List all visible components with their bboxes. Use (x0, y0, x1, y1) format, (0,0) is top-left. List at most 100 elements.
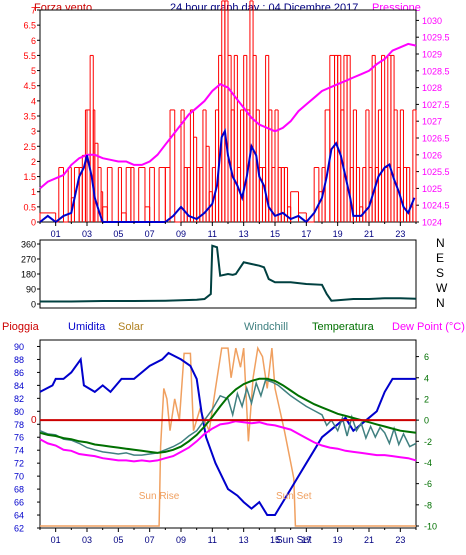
wind-tick-label: 1 (31, 187, 36, 197)
wind-avg-series (39, 127, 416, 224)
pressure-tick-label: 1024 (422, 218, 442, 228)
wind-hour-tick-label: 17 (301, 229, 311, 239)
humidity-tick-label: 70 (14, 472, 24, 482)
weather-plot-frame (39, 339, 417, 529)
wind-hour-tick-label: 03 (82, 229, 92, 239)
compass-label: S (436, 266, 444, 280)
legend-rain: Pioggia (2, 321, 40, 333)
humidity-tick-label: 84 (14, 381, 24, 391)
temperature-axis: -10 -8 -6 -4 -2 0 2 4 6 (416, 352, 437, 532)
temperature-series (39, 377, 417, 454)
wind-tick-label: 6.5 (23, 21, 36, 31)
humidity-tick-label: 90 (14, 342, 24, 352)
wind-tick-label: 0.5 (23, 202, 36, 212)
wind-hour-axis: 01 03 05 07 09 11 13 15 17 19 21 23 (39, 222, 417, 239)
wind-hour-tick-label: 09 (176, 229, 186, 239)
temperature-tick-label: 4 (424, 373, 429, 383)
humidity-tick-label: 66 (14, 498, 24, 508)
wind-tick-label: 4.5 (23, 81, 36, 91)
legend-humidity: Umidita (68, 321, 106, 333)
temperature-tick-label: -6 (424, 479, 432, 489)
wind-tick-label: 7 (31, 6, 36, 16)
temperature-tick-label: -8 (424, 500, 432, 510)
weather-hour-tick-label: 23 (395, 535, 405, 545)
windchill-series (39, 378, 417, 456)
direction-tick-label: 90 (26, 285, 36, 295)
humidity-tick-label: 82 (14, 394, 24, 404)
wind-hour-tick-label: 11 (208, 229, 217, 239)
humidity-series (39, 351, 416, 516)
pressure-tick-label: 1029 (422, 50, 442, 60)
compass-label: E (436, 251, 444, 265)
wind-hour-tick-label: 07 (145, 229, 155, 239)
wind-tick-label: 1.5 (23, 172, 36, 182)
weather-hour-tick-label: 09 (176, 535, 186, 545)
humidity-tick-label: 76 (14, 433, 24, 443)
pressure-tick-label: 1030 (422, 16, 442, 26)
humidity-tick-label: 78 (14, 420, 24, 430)
wind-tick-label: 5.5 (23, 51, 36, 61)
wind-tick-label: 4 (31, 96, 36, 106)
temperature-tick-label: -2 (424, 437, 432, 447)
wind-tick-label: 3.5 (23, 112, 36, 122)
direction-tick-label: 180 (21, 270, 36, 280)
temperature-tick-label: 2 (424, 394, 429, 404)
wind-tick-label: 2.5 (23, 142, 36, 152)
wind-hour-tick-label: 15 (270, 229, 280, 239)
wind-tick-label: 3 (31, 127, 36, 137)
temperature-tick-label: -10 (424, 522, 437, 532)
wind-axis: 0 0.5 1 1.5 2 2.5 3 3.5 4 4.5 5 5.5 6 6.5 7 (23, 6, 40, 228)
weather-hour-tick-label: 01 (51, 535, 61, 545)
weather-hour-tick-label: 21 (364, 535, 374, 545)
weather-hour-tick-label: 13 (239, 535, 249, 545)
temperature-tick-label: 6 (424, 352, 429, 362)
humidity-tick-label: 80 (14, 407, 24, 417)
direction-tick-label: 270 (21, 255, 36, 265)
weather-hour-tick-label: 07 (145, 535, 155, 545)
sun-set-label: Sun Set (276, 491, 312, 502)
pressure-tick-label: 1029.5 (422, 33, 450, 43)
weather-hour-tick-label: 15 (270, 535, 280, 545)
temperature-tick-label: 0 (424, 416, 429, 426)
wind-hour-tick-label: 19 (333, 229, 343, 239)
pressure-tick-label: 1028.5 (422, 66, 450, 76)
pressure-tick-label: 1027.5 (422, 100, 450, 110)
humidity-tick-label: 62 (14, 524, 24, 534)
pressure-tick-label: 1026.5 (422, 134, 450, 144)
compass-label: W (436, 281, 448, 295)
direction-degree-axis: 0 90 180 270 360 (21, 240, 40, 310)
wind-hour-tick-label: 23 (395, 229, 405, 239)
weather-hour-tick-label: 19 (333, 535, 343, 545)
wind-tick-label: 2 (31, 157, 36, 167)
wind-hour-tick-label: 13 (239, 229, 249, 239)
temperature-tick-label: -4 (424, 458, 432, 468)
wind-tick-label: 0 (31, 218, 36, 228)
pressure-axis: 1024 1024.5 1025 1025.5 1026 1026.5 1027 1027.5… (416, 16, 450, 228)
wind-hour-tick-label: 05 (113, 229, 123, 239)
wind-tick-label: 5 (31, 66, 36, 76)
wind-hour-tick-label: 21 (364, 229, 374, 239)
pressure-tick-label: 1028 (422, 83, 442, 93)
humidity-tick-label: 72 (14, 459, 24, 469)
direction-tick-label: 0 (31, 300, 36, 310)
pressure-tick-label: 1026 (422, 150, 442, 160)
humidity-axis: 62 64 66 68 70 72 74 76 78 80 82 84 86 88 90 (14, 342, 40, 534)
weather-hour-tick-label: 03 (82, 535, 92, 545)
direction-tick-label: 360 (21, 240, 36, 250)
wind-direction-series (40, 244, 417, 303)
humidity-tick-label: 64 (14, 511, 24, 521)
legend-windchill: Windchill (244, 321, 288, 333)
compass-label: N (436, 296, 445, 310)
sun-set-hour-label: Sun Set (276, 535, 312, 546)
pressure-tick-label: 1024.5 (422, 201, 450, 211)
rain-zero-label: 0 (31, 415, 37, 426)
humidity-tick-label: 86 (14, 368, 24, 378)
humidity-tick-label: 74 (14, 446, 24, 456)
legend-dewpoint: Dew Point (°C) (392, 321, 465, 333)
pressure-series (39, 42, 417, 190)
pressure-tick-label: 1025.5 (422, 167, 450, 177)
pressure-tick-label: 1025 (422, 184, 442, 194)
